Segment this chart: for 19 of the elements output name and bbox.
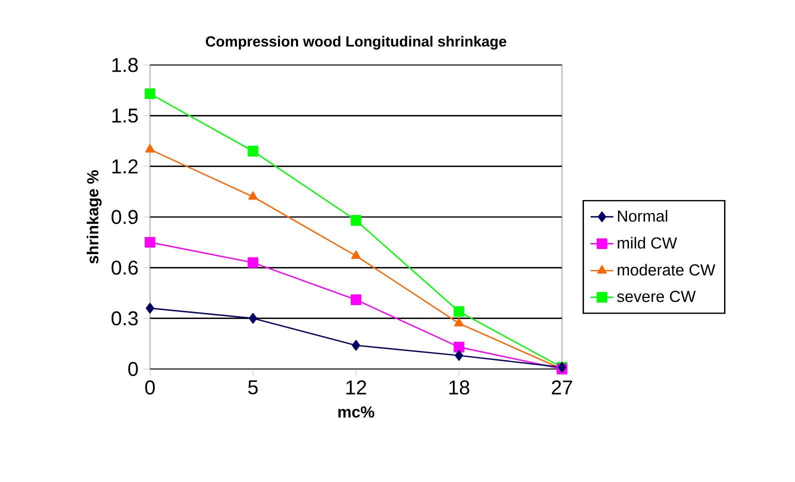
y-tick-label: 1.2 [112, 159, 138, 174]
x-tick-label: 5 [248, 380, 258, 394]
legend-label: Normal [618, 210, 668, 222]
y-tick-label: 1.5 [112, 108, 138, 123]
y-tick-label: 0.3 [112, 311, 138, 326]
y-axis-title: shrinkage % [86, 170, 102, 264]
chart-title: Compression wood Longitudinal shrinkage [206, 36, 506, 50]
legend-label: moderate CW [618, 264, 716, 276]
x-tick-label: 18 [449, 380, 470, 395]
legend-label: severe CW [617, 290, 696, 302]
x-tick-label: 0 [145, 380, 155, 395]
y-tick-label: 0 [128, 362, 138, 376]
y-tick-label: 0.6 [112, 260, 138, 275]
y-tick-label: 1.8 [112, 58, 138, 72]
legend-label: mild CW [618, 236, 678, 249]
y-tick-label: 0.9 [112, 210, 138, 224]
x-tick-label: 12 [346, 380, 366, 394]
x-tick-label: 27 [552, 380, 572, 394]
x-axis-title: mc% [338, 406, 374, 418]
